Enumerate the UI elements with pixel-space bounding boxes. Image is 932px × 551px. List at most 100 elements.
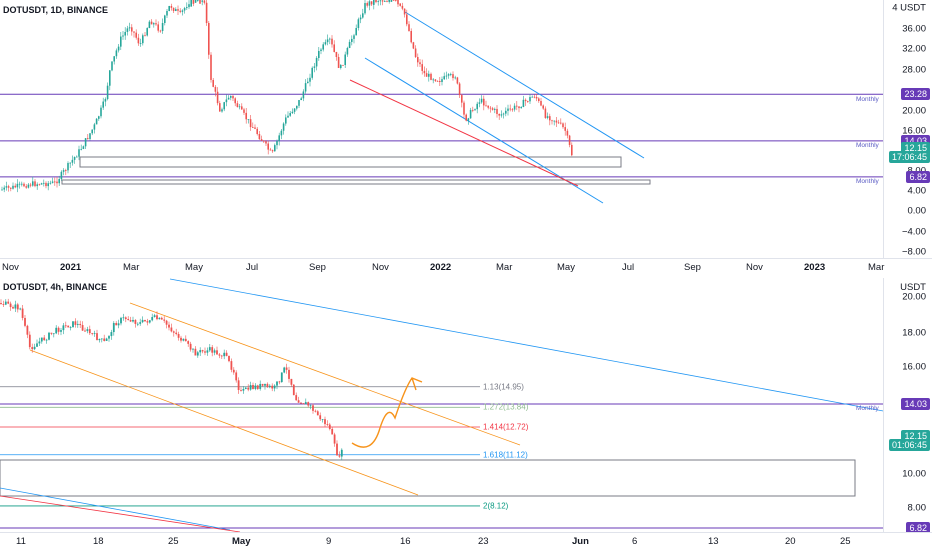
- daily-candle-body: [469, 109, 472, 119]
- daily-candle-body: [513, 105, 516, 110]
- daily-candle-body: [282, 123, 285, 131]
- 4h-candle-body: [312, 405, 314, 411]
- daily-time-label: Sep: [309, 262, 326, 273]
- daily-price-tick: 4.00: [907, 185, 927, 197]
- daily-candle-body: [236, 103, 239, 108]
- 4h-candle-body: [33, 346, 36, 350]
- 4h-chart-canvas[interactable]: [0, 278, 932, 532]
- daily-candle-body: [355, 27, 357, 36]
- 4h-time-axis[interactable]: 11 18 25 May 9 16 23 Jun 6 13 20 25: [0, 532, 932, 551]
- daily-candle-body: [186, 7, 188, 9]
- daily-candle-body: [254, 127, 256, 129]
- 4h-candle-body: [194, 348, 197, 356]
- 4h-support-zone-rect: [0, 459, 856, 497]
- 4h-orange-lower-line: [29, 349, 419, 496]
- 4h-candle-body: [146, 321, 149, 323]
- 4h-red-line: [0, 495, 241, 532]
- 4h-candle-body: [321, 419, 324, 420]
- daily-candle-body: [373, 0, 375, 5]
- 4h-candle-body: [151, 317, 154, 321]
- daily-candle-body: [296, 105, 298, 109]
- daily-level-tag: 6.82: [906, 171, 930, 183]
- 4h-candle-body: [331, 428, 334, 435]
- 4h-candle-body: [69, 327, 72, 328]
- daily-chart-canvas[interactable]: [0, 0, 932, 260]
- daily-candle-body: [43, 182, 45, 184]
- daily-candle-body: [344, 54, 346, 65]
- 4h-candle-body: [175, 332, 178, 335]
- 4h-candle-body: [129, 320, 132, 322]
- daily-candle-body: [454, 77, 456, 79]
- daily-candle-body: [364, 3, 366, 14]
- daily-price-scale[interactable]: 4 USDT36.0032.0028.0020.0016.008.004.000…: [883, 0, 932, 258]
- 4h-candle-body: [134, 319, 137, 324]
- daily-candle-body: [5, 186, 8, 188]
- daily-price-tick: −4.00: [901, 226, 926, 237]
- 4h-candle-body: [160, 317, 163, 320]
- 4h-candle-body: [38, 341, 41, 344]
- 4h-candle-body: [208, 347, 211, 351]
- 4h-candle-body: [86, 329, 89, 332]
- 4h-candle-body: [276, 381, 278, 386]
- 4h-chart-pane[interactable]: DOTUSDT, 4h, BINANCE USDT 20.00 18.00 16.0…: [0, 278, 932, 550]
- 4h-price-scale[interactable]: USDT 20.00 18.00 16.00 10.00 8.00 14.03 12.15…: [883, 278, 932, 534]
- daily-candle-body: [219, 103, 221, 112]
- daily-candle-body: [14, 185, 16, 188]
- 4h-time-label: 6: [632, 536, 638, 547]
- 4h-candle-body: [295, 395, 298, 401]
- daily-candle-body: [507, 108, 509, 111]
- daily-time-label: May: [185, 262, 203, 273]
- daily-candle-body: [29, 184, 32, 186]
- 4h-candle-body: [184, 338, 187, 342]
- daily-candle-body: [289, 113, 291, 116]
- daily-candle-body: [436, 80, 439, 82]
- daily-candle-body: [71, 159, 74, 163]
- fib-level-label: 1.13(14.95): [483, 382, 524, 392]
- daily-candle-body: [238, 106, 241, 108]
- red-trend-line: [349, 79, 579, 187]
- 4h-candle-body: [124, 317, 127, 320]
- daily-candle-body: [249, 119, 252, 128]
- daily-time-axis[interactable]: Nov 2021 Mar May Jul Sep Nov 2022 Mar May Jul Sep No…: [0, 258, 932, 277]
- daily-candle-body: [245, 112, 247, 120]
- 4h-candle-body: [290, 378, 293, 385]
- 4h-candle-body: [81, 325, 84, 331]
- daily-candle-body: [155, 23, 157, 25]
- daily-time-label: May: [557, 262, 575, 273]
- daily-candle-body: [12, 185, 14, 189]
- daily-candle-body: [27, 184, 30, 188]
- daily-candle-body: [494, 108, 496, 110]
- 4h-candle-body: [292, 384, 295, 396]
- channel-upper-line: [404, 11, 645, 159]
- daily-candle-body: [153, 23, 155, 25]
- daily-time-label: Jul: [246, 262, 259, 273]
- daily-candle-body: [73, 157, 76, 160]
- daily-monthly-label: Monthly: [856, 142, 879, 149]
- daily-candle-body: [40, 183, 43, 185]
- daily-candle-body: [529, 97, 531, 102]
- daily-candle-body: [234, 98, 236, 104]
- fib-level-label: 1.272(13.84): [483, 402, 529, 412]
- 4h-candle-body: [230, 361, 233, 370]
- daily-candle-body: [395, 0, 397, 1]
- daily-candle-body: [69, 162, 71, 164]
- daily-candle-body: [313, 66, 316, 68]
- daily-candle-body: [104, 99, 107, 102]
- 4h-candle-body: [19, 308, 22, 310]
- daily-candle-body: [571, 144, 573, 156]
- 4h-candle-body: [139, 322, 142, 324]
- 4h-candle-body: [57, 327, 60, 332]
- daily-candle-body: [56, 181, 58, 184]
- 4h-candle-body: [256, 385, 259, 389]
- daily-candle-body: [458, 83, 461, 96]
- 4h-time-label: 16: [400, 536, 411, 547]
- 4h-monthly-label: Monthly: [856, 405, 879, 412]
- daily-candle-body: [203, 0, 206, 3]
- 4h-price-tick: 8.00: [907, 502, 927, 514]
- daily-candle-body: [150, 21, 153, 25]
- daily-candle-body: [16, 183, 19, 188]
- 4h-candle-body: [98, 339, 101, 341]
- daily-chart-pane[interactable]: DOTUSDT, 1D, BINANCE 4 USDT 36.00 32.00 28.…: [0, 0, 932, 260]
- 4h-candle-body: [278, 381, 281, 383]
- 4h-candle-body: [40, 337, 43, 342]
